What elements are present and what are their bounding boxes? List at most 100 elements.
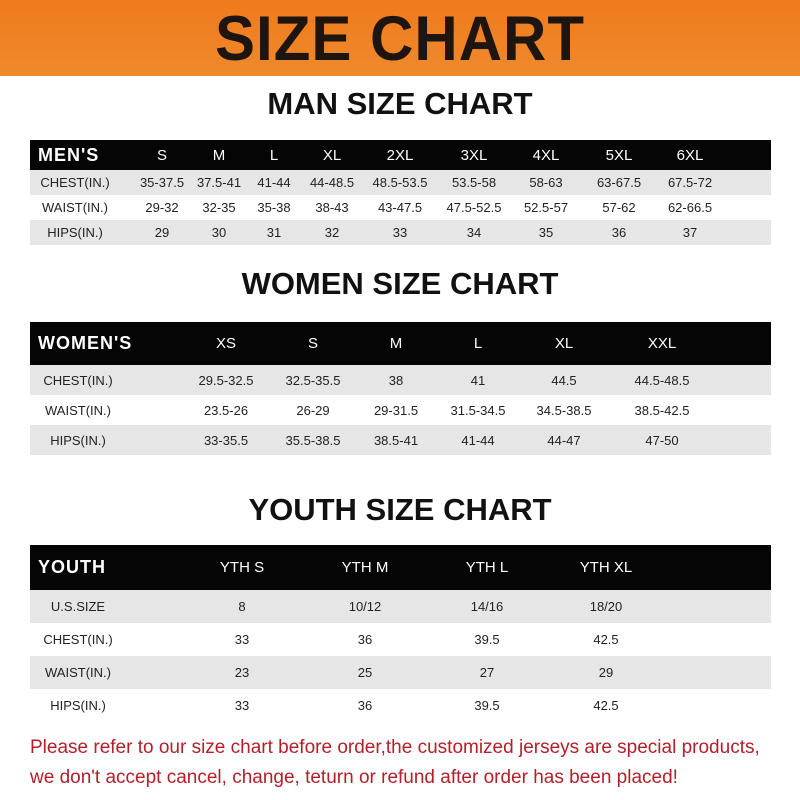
table-cell: 31.5-34.5 xyxy=(450,402,506,418)
table-cell: 33 xyxy=(234,632,250,647)
table-cell: 35-37.5 xyxy=(139,175,185,190)
table-cell: 36 xyxy=(611,225,627,240)
table-cell: 29-32 xyxy=(145,200,179,215)
table-cell: 26-29 xyxy=(296,402,330,418)
table-cell: 29 xyxy=(598,665,614,680)
table-cell: 36 xyxy=(357,632,373,647)
table-header-row: MEN'S S M L XL 2XL 3XL 4XL 5XL 6XL xyxy=(30,140,771,170)
table-cell: 44.5 xyxy=(551,372,577,388)
table-cell: 33-35.5 xyxy=(203,432,249,448)
banner-title: SIZE CHART xyxy=(215,2,585,74)
table-cell: 29 xyxy=(154,225,170,240)
table-cell: 36 xyxy=(357,698,373,713)
table-cell: 35.5-38.5 xyxy=(285,432,341,448)
table-cell: 58-63 xyxy=(529,175,563,190)
table-cell: XL xyxy=(322,146,342,164)
row-label: MEN'S xyxy=(38,144,100,165)
table-cell: 63-67.5 xyxy=(596,175,642,190)
table-row: CHEST(IN.) 33 36 39.5 42.5 xyxy=(30,623,771,656)
row-label: WAIST(IN.) xyxy=(42,200,108,215)
table-cell: XXL xyxy=(647,335,677,352)
row-label: U.S.SIZE xyxy=(50,599,106,614)
row-label: CHEST(IN.) xyxy=(43,632,113,647)
table-cell: 62-66.5 xyxy=(667,200,713,215)
table-cell: 32 xyxy=(324,225,340,240)
table-row: HIPS(IN.) 29 30 31 32 33 34 35 36 37 xyxy=(30,220,771,245)
table-cell: 32-35 xyxy=(202,200,236,215)
table-cell: YTH M xyxy=(341,559,389,576)
table-cell: 44-47 xyxy=(547,432,581,448)
table-cell: 33 xyxy=(392,225,408,240)
table-cell: 41-44 xyxy=(257,175,291,190)
row-label: CHEST(IN.) xyxy=(40,175,110,190)
table-cell: 10/12 xyxy=(348,599,382,614)
table-cell: 5XL xyxy=(605,146,633,164)
table-cell: 52.5-57 xyxy=(523,200,569,215)
table-cell: 41 xyxy=(470,372,486,388)
table-cell: 23.5-26 xyxy=(203,402,249,418)
men-size-table: MEN'S S M L XL 2XL 3XL 4XL 5XL 6XL CHEST(IN.) 35-37… xyxy=(30,140,771,245)
youth-title: YOUTH SIZE CHART xyxy=(248,492,552,527)
table-cell: 35-38 xyxy=(257,200,291,215)
table-cell: 4XL xyxy=(532,146,560,164)
table-cell: 37 xyxy=(682,225,698,240)
table-cell: 2XL xyxy=(386,146,414,164)
table-cell: 57-62 xyxy=(602,200,636,215)
table-row: CHEST(IN.) 35-37.5 37.5-41 41-44 44-48.5 48.5… xyxy=(30,170,771,195)
table-cell: 35 xyxy=(538,225,554,240)
table-cell: 38-43 xyxy=(315,200,349,215)
table-cell: 34.5-38.5 xyxy=(536,402,592,418)
table-cell: 29-31.5 xyxy=(373,402,419,418)
table-cell: 37.5-41 xyxy=(196,175,242,190)
table-cell: 39.5 xyxy=(474,632,500,647)
table-cell: 29.5-32.5 xyxy=(198,372,254,388)
table-cell: 67.5-72 xyxy=(667,175,713,190)
table-cell: S xyxy=(307,335,319,352)
table-cell: 32.5-35.5 xyxy=(285,372,341,388)
table-cell: 41-44 xyxy=(461,432,495,448)
row-label: CHEST(IN.) xyxy=(43,372,113,388)
table-row: WAIST(IN.) 23 25 27 29 xyxy=(30,656,771,689)
table-cell: 47.5-52.5 xyxy=(446,200,502,215)
notice-line-2: we don't accept cancel, change, teturn o… xyxy=(30,767,678,788)
table-cell: 42.5 xyxy=(593,698,619,713)
table-cell: 18/20 xyxy=(589,599,623,614)
table-cell: 30 xyxy=(211,225,227,240)
women-title: WOMEN SIZE CHART xyxy=(241,266,559,301)
row-label: WOMEN'S xyxy=(38,333,133,353)
youth-size-table: YOUTH YTH S YTH M YTH L YTH XL U.S.SIZE 8 10/12… xyxy=(30,545,771,722)
table-row: WAIST(IN.) 23.5-26 26-29 29-31.5 31.5-34.5 34… xyxy=(30,395,771,425)
table-cell: 53.5-58 xyxy=(451,175,497,190)
table-cell: YTH S xyxy=(219,559,265,576)
table-cell: 47-50 xyxy=(645,432,679,448)
row-label: WAIST(IN.) xyxy=(45,665,111,680)
table-cell: 3XL xyxy=(460,146,488,164)
notice-line-1: Please refer to our size chart before or… xyxy=(30,737,760,758)
table-cell: XL xyxy=(554,335,574,352)
table-cell: 8 xyxy=(238,599,246,614)
table-cell: L xyxy=(473,335,483,352)
table-row: WAIST(IN.) 29-32 32-35 35-38 38-43 43-47.5 47.… xyxy=(30,195,771,220)
table-header-row: YOUTH YTH S YTH M YTH L YTH XL xyxy=(30,545,771,590)
table-cell: 38.5-41 xyxy=(373,432,419,448)
table-cell: 6XL xyxy=(676,146,704,164)
table-cell: 38.5-42.5 xyxy=(634,402,690,418)
table-cell: 44.5-48.5 xyxy=(634,372,690,388)
table-cell: 34 xyxy=(466,225,482,240)
table-cell: 38 xyxy=(388,372,404,388)
table-row: U.S.SIZE 8 10/12 14/16 18/20 xyxy=(30,590,771,623)
table-cell: YTH L xyxy=(465,559,509,576)
row-label: HIPS(IN.) xyxy=(47,225,103,240)
women-size-table: WOMEN'S XS S M L XL XXL CHEST(IN.) 29.5-32.5 32.5… xyxy=(30,322,771,455)
banner: SIZE CHART xyxy=(0,0,800,76)
table-cell: 27 xyxy=(479,665,495,680)
men-title: MAN SIZE CHART xyxy=(267,86,533,121)
row-label: WAIST(IN.) xyxy=(45,402,111,418)
row-label: YOUTH xyxy=(38,557,106,577)
row-label: HIPS(IN.) xyxy=(50,432,106,448)
table-cell: XS xyxy=(215,335,237,352)
table-cell: 48.5-53.5 xyxy=(372,175,428,190)
table-cell: YTH XL xyxy=(579,559,633,576)
table-cell: S xyxy=(156,146,168,164)
table-cell: L xyxy=(269,146,279,164)
